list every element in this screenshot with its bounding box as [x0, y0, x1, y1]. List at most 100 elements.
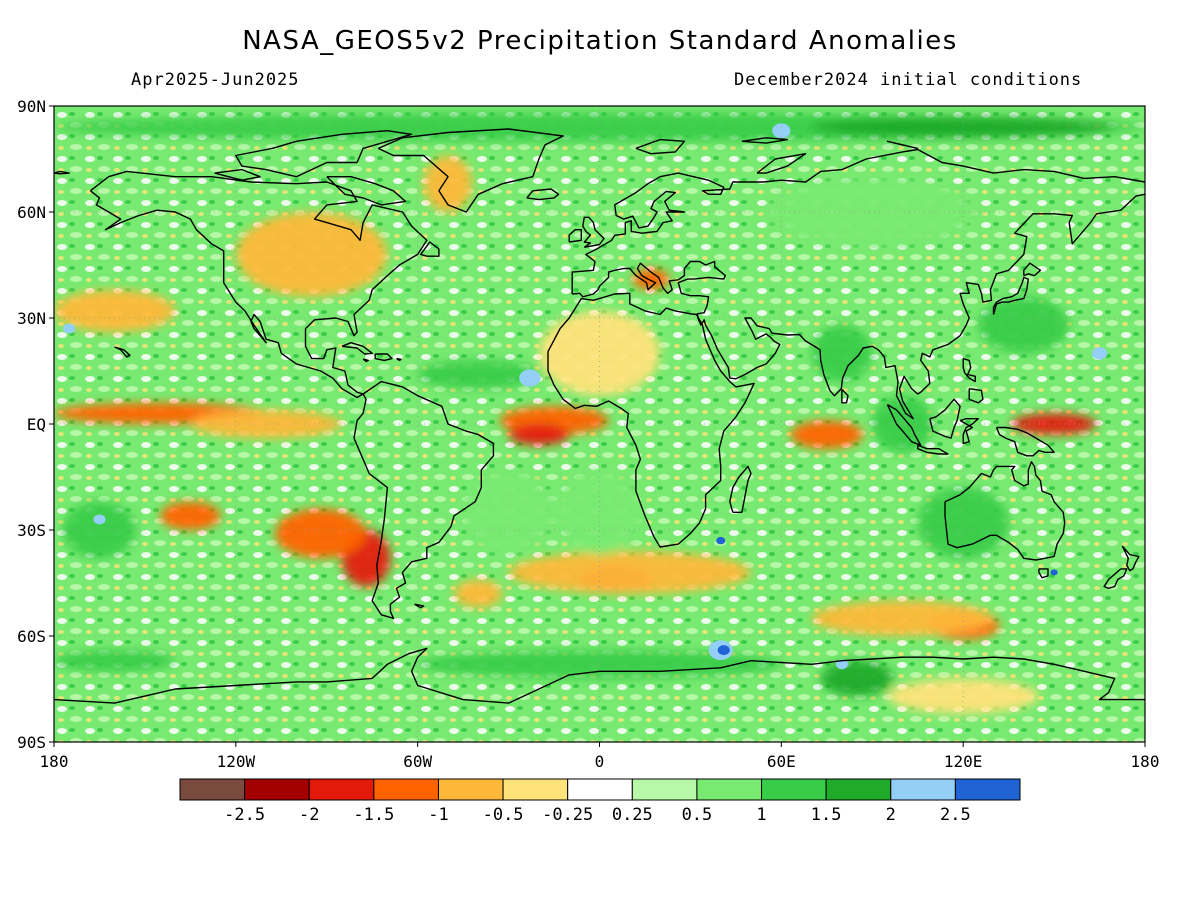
wet-spot	[716, 536, 726, 545]
coastline	[547, 292, 755, 548]
coastline	[374, 353, 393, 362]
anomaly-region	[811, 600, 994, 636]
coastline	[962, 357, 976, 383]
latitude-label: 60S	[17, 627, 46, 646]
coastline	[756, 153, 807, 174]
initial-conditions: December2024 initial conditions	[734, 70, 1083, 90]
anomaly-region	[54, 650, 176, 672]
legend-label: -2.5	[224, 805, 265, 825]
longitude-label: 60W	[403, 752, 432, 771]
coastline	[341, 342, 373, 355]
longitude-label: 180	[40, 752, 69, 771]
latitude-label: 60N	[17, 203, 46, 222]
anomaly-region	[820, 660, 894, 697]
legend-swatch	[502, 778, 569, 801]
coastline	[841, 388, 849, 404]
longitude-label: 120E	[944, 752, 983, 771]
coastlines	[54, 128, 1145, 704]
anomaly-region	[463, 469, 555, 555]
wet-spot	[717, 645, 730, 656]
coastline	[582, 216, 605, 248]
anomaly-region	[417, 650, 782, 679]
longitude-label: 60E	[767, 752, 796, 771]
legend-label: 2.5	[940, 805, 971, 825]
coastline	[944, 461, 1066, 561]
coastline	[886, 403, 922, 446]
coastline	[571, 148, 1145, 294]
legend-swatch	[244, 778, 310, 801]
longitude-label: 120W	[217, 752, 256, 771]
forecast-period: Apr2025-Jun2025	[131, 70, 300, 90]
coastline	[917, 444, 949, 455]
anomaly-region	[917, 487, 1009, 559]
graticule	[54, 106, 1145, 742]
legend-label: -0.25	[542, 805, 593, 825]
legend-swatch	[437, 778, 504, 801]
coastline	[420, 241, 440, 257]
coastline	[1121, 545, 1140, 572]
legend-label: -0.5	[483, 805, 524, 825]
anomaly-region	[766, 176, 979, 248]
coastline	[235, 130, 413, 178]
anomaly-region	[160, 501, 221, 530]
coastline	[992, 276, 1029, 315]
coastline	[995, 426, 1055, 457]
coastline	[929, 398, 961, 439]
wet-spot	[93, 514, 106, 525]
legend-label: 0.25	[612, 805, 653, 825]
wet-spot	[63, 323, 76, 334]
coastline	[378, 128, 564, 213]
coastline	[89, 170, 428, 399]
legend-label: -1	[428, 805, 448, 825]
legend-label: 2	[886, 805, 896, 825]
map-title: NASA_GEOS5v2 Precipitation Standard Anom…	[242, 26, 958, 56]
anomaly-region	[54, 289, 176, 333]
coastline	[214, 168, 261, 181]
coastline	[1038, 568, 1049, 579]
legend-swatch	[373, 778, 439, 801]
anomaly-region	[508, 424, 570, 446]
anomaly-region	[811, 325, 873, 382]
anomaly-region	[554, 469, 645, 555]
anomaly-region	[417, 360, 539, 389]
coastline	[741, 137, 789, 144]
latitude-label: EQ	[27, 415, 46, 434]
coastline	[396, 357, 402, 362]
legend-swatch	[696, 778, 763, 801]
legend-swatch	[761, 778, 827, 801]
anomaly-region	[811, 116, 1115, 138]
coastline	[729, 465, 752, 513]
coastline	[362, 358, 369, 363]
color-legend: -2.5 -2 -1.5 -1 -0.5 -0.25 0.25 0.5 1 1.5 2 2.5	[179, 778, 1021, 825]
legend-label: -2	[299, 805, 319, 825]
anomaly-region	[235, 212, 388, 297]
extreme-wet-spots	[63, 123, 1108, 670]
coastline	[526, 188, 560, 201]
legend-swatch	[179, 778, 246, 801]
legend-label: -1.5	[353, 805, 394, 825]
anomaly-region	[275, 508, 367, 559]
coastline	[54, 170, 70, 175]
wet-spot	[1050, 569, 1058, 576]
wet-spot	[772, 123, 791, 139]
longitude-label: 180	[1131, 752, 1160, 771]
coastline	[635, 138, 686, 155]
legend-swatch	[308, 778, 375, 801]
coastline	[1103, 568, 1128, 589]
anomaly-field	[54, 113, 1145, 714]
longitude-label: 0	[595, 752, 605, 771]
legend-swatch	[825, 778, 892, 801]
latitude-label: 30S	[17, 521, 46, 540]
coastline	[968, 388, 984, 404]
longitude-axis-labels: 180 120W 60W 0 60E 120E 180	[40, 742, 1160, 771]
coastline	[959, 418, 979, 445]
coastline	[353, 380, 495, 619]
legend-label: 0.5	[682, 805, 713, 825]
anomaly-region	[790, 420, 864, 449]
coastline	[572, 193, 1145, 420]
anomaly-region	[508, 551, 752, 594]
legend-label: 1	[756, 805, 766, 825]
anomaly-region	[454, 579, 503, 608]
legend-label: 1.5	[811, 805, 842, 825]
